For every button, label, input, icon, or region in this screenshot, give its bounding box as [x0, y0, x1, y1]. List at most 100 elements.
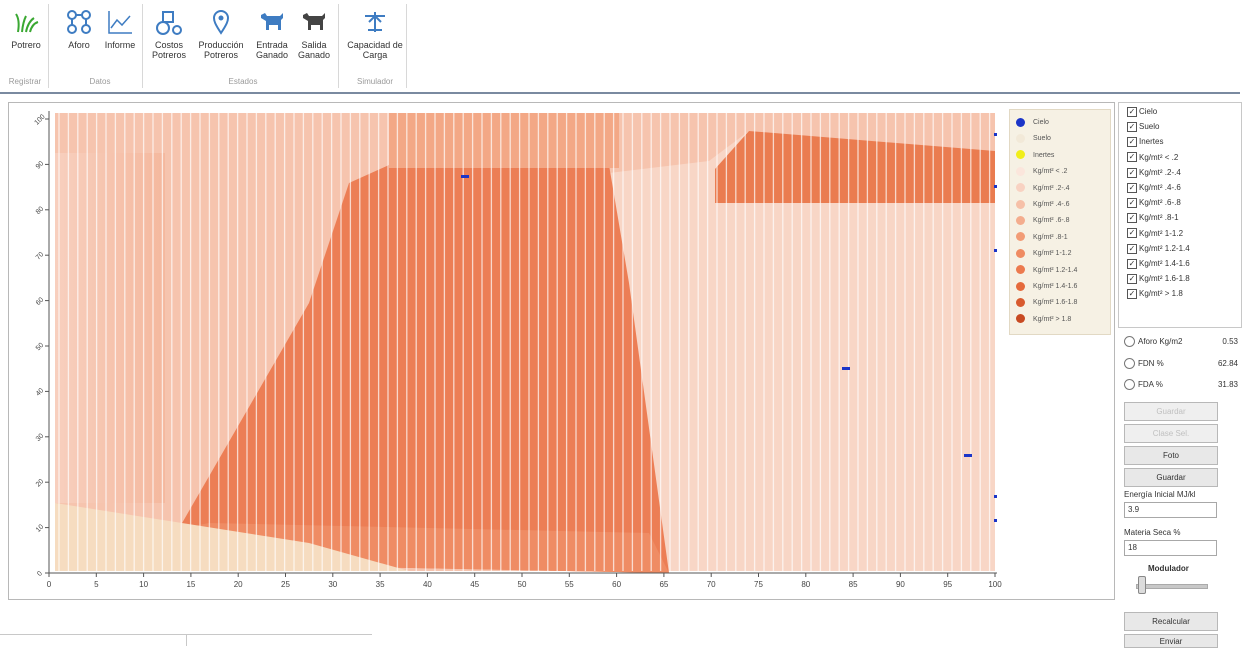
- class-checkbox-item[interactable]: ✓ Kg/mt² 1-1.2: [1127, 228, 1183, 240]
- legend-item: Kg/mt² 1-1.2: [1016, 247, 1072, 260]
- class-checkbox-item[interactable]: ✓ Kg/mt² 1.2-1.4: [1127, 243, 1190, 255]
- salida-ganado-button[interactable]: Salida Ganado: [294, 8, 334, 60]
- class-checkbox-item[interactable]: ✓ Cielo: [1127, 106, 1157, 118]
- checkbox-label: Inertes: [1139, 137, 1164, 147]
- location-pin-icon: [212, 10, 230, 35]
- checkbox-checked-icon[interactable]: ✓: [1127, 167, 1137, 178]
- checkbox-checked-icon[interactable]: ✓: [1127, 243, 1137, 254]
- legend-swatch: [1016, 298, 1025, 308]
- radio-button[interactable]: [1124, 358, 1135, 370]
- legend-item: Kg/mt² 1.4-1.6: [1016, 280, 1077, 293]
- entrada-ganado-button[interactable]: Entrada Ganado: [252, 8, 292, 60]
- checkbox-checked-icon[interactable]: ✓: [1127, 182, 1137, 193]
- legend-label: Kg/mt² .2-.4: [1033, 184, 1070, 192]
- checkbox-label: Kg/mt² 1.2-1.4: [1139, 243, 1190, 253]
- status-bar-divider: [186, 634, 187, 646]
- capacidad-carga-button[interactable]: Capacidad de Carga: [346, 8, 404, 60]
- clase-sel-button[interactable]: Clase Sel.: [1124, 424, 1218, 443]
- legend-label: Kg/mt² .4-.6: [1033, 201, 1070, 208]
- class-checkbox-item[interactable]: ✓ Kg/mt² 1.4-1.6: [1127, 258, 1190, 270]
- legend-swatch: [1016, 314, 1025, 324]
- cow-in-icon: [261, 13, 283, 30]
- classification-heatmap[interactable]: 0 5 10 15 20 25 30 35 40 45 50 55 60 65 70 75 80 85 90 95 10…: [9, 103, 1114, 599]
- class-checkbox-item[interactable]: ✓ Kg/mt² .8-1: [1127, 212, 1179, 224]
- checkbox-checked-icon[interactable]: ✓: [1127, 289, 1137, 300]
- class-checkbox-item[interactable]: ✓ Kg/mt² .2-.4: [1127, 167, 1181, 179]
- foto-button[interactable]: Foto: [1124, 446, 1218, 465]
- energia-input[interactable]: 3.9: [1124, 502, 1217, 518]
- class-checkbox-item[interactable]: ✓ Kg/mt² .4-.6: [1127, 182, 1181, 194]
- x-tick-label: 50: [518, 580, 527, 589]
- legend-item: Kg/mt² 1.2-1.4: [1016, 264, 1077, 277]
- checkbox-label: Kg/mt² 1-1.2: [1139, 228, 1184, 238]
- x-tick-label: 5: [94, 580, 99, 589]
- legend-item: Suelo: [1016, 132, 1051, 145]
- legend-swatch: [1016, 281, 1025, 291]
- checkbox-label: Cielo: [1139, 107, 1158, 116]
- guardar-disabled-button[interactable]: Guardar: [1124, 402, 1218, 421]
- recalcular-button[interactable]: Recalcular: [1124, 612, 1218, 631]
- class-checkbox-item[interactable]: ✓ Kg/mt² > 1.8: [1127, 288, 1183, 300]
- x-tick-label: 55: [565, 580, 574, 589]
- legend-swatch: [1016, 166, 1025, 176]
- y-tick-label: 70: [35, 251, 46, 262]
- x-tick-label: 15: [186, 580, 195, 589]
- radio-fda-value: 31.83: [1217, 380, 1238, 389]
- informe-button[interactable]: Informe: [100, 8, 140, 50]
- checkbox-checked-icon[interactable]: ✓: [1127, 137, 1137, 148]
- simulator-icon: [365, 12, 385, 32]
- legend-label: Kg/mt² < .2: [1033, 168, 1068, 176]
- energia-label: Energía Inicial MJ/kl: [1124, 490, 1196, 499]
- produccion-potreros-button[interactable]: Producción Potreros: [192, 8, 250, 60]
- x-tick-label: 75: [754, 580, 763, 589]
- ribbon-group-estados: Costos Potreros Producción Potreros Entr…: [148, 4, 339, 88]
- radio-fda[interactable]: FDA % 31.83: [1124, 378, 1238, 392]
- cow-out-icon: [303, 13, 325, 30]
- costos-potreros-button[interactable]: Costos Potreros: [148, 8, 190, 60]
- y-tick-label: 10: [35, 523, 46, 534]
- legend-label: Kg/mt² 1.2-1.4: [1033, 266, 1078, 274]
- checkbox-checked-icon[interactable]: ✓: [1127, 106, 1137, 117]
- legend-label: Kg/mt² > 1.8: [1033, 315, 1072, 323]
- checkbox-checked-icon[interactable]: ✓: [1127, 274, 1137, 285]
- checkbox-checked-icon[interactable]: ✓: [1127, 152, 1137, 163]
- legend-label: Kg/mt² 1-1.2: [1033, 250, 1072, 258]
- ribbon-toolbar: Potrero Registrar Aforo Informe Datos Co…: [0, 0, 1245, 92]
- salida-ganado-label: Salida Ganado: [297, 40, 331, 60]
- legend-swatch: [1016, 265, 1025, 275]
- checkbox-checked-icon[interactable]: ✓: [1127, 122, 1137, 133]
- y-tick-label: 80: [35, 206, 46, 217]
- checkbox-label: Kg/mt² .6-.8: [1139, 198, 1181, 208]
- legend-label: Inertes: [1033, 151, 1055, 159]
- radio-button[interactable]: [1124, 336, 1135, 348]
- radio-fdn[interactable]: FDN % 62.84: [1124, 357, 1238, 371]
- aforo-button[interactable]: Aforo: [60, 8, 98, 50]
- y-tick-label: 30: [35, 433, 46, 444]
- class-checkbox-item[interactable]: ✓ Kg/mt² .6-.8: [1127, 197, 1181, 209]
- radio-fdn-label: FDN %: [1138, 359, 1164, 368]
- y-tick-label: 60: [35, 296, 46, 307]
- modulador-slider-track[interactable]: [1136, 584, 1208, 589]
- checkbox-checked-icon[interactable]: ✓: [1127, 258, 1137, 269]
- potrero-button[interactable]: Potrero: [6, 8, 46, 50]
- checkbox-checked-icon[interactable]: ✓: [1127, 228, 1137, 239]
- class-checkbox-item[interactable]: ✓ Suelo: [1127, 121, 1159, 133]
- legend-item: Cielo: [1016, 116, 1049, 129]
- field-region-left: [55, 153, 165, 503]
- radio-aforo[interactable]: Aforo Kg/m2 0.53: [1124, 335, 1238, 349]
- materia-seca-input[interactable]: 18: [1124, 540, 1217, 556]
- y-tick-label: 0: [36, 570, 44, 578]
- radio-button[interactable]: [1124, 379, 1135, 391]
- checkbox-label: Kg/mt² .8-1: [1139, 213, 1179, 223]
- y-tick-label: 90: [35, 160, 46, 171]
- x-tick-label: 20: [234, 580, 243, 589]
- class-checkbox-item[interactable]: ✓ Kg/mt² < .2: [1127, 152, 1178, 164]
- modulador-slider-thumb[interactable]: [1138, 576, 1146, 594]
- class-checkbox-item[interactable]: ✓ Kg/mt² 1.6-1.8: [1127, 273, 1190, 285]
- checkbox-checked-icon[interactable]: ✓: [1127, 213, 1137, 224]
- guardar-button[interactable]: Guardar: [1124, 468, 1218, 487]
- checkbox-checked-icon[interactable]: ✓: [1127, 198, 1137, 209]
- group-label-estados: Estados: [228, 77, 258, 86]
- class-checkbox-item[interactable]: ✓ Inertes: [1127, 136, 1163, 148]
- x-tick-label: 90: [896, 580, 905, 589]
